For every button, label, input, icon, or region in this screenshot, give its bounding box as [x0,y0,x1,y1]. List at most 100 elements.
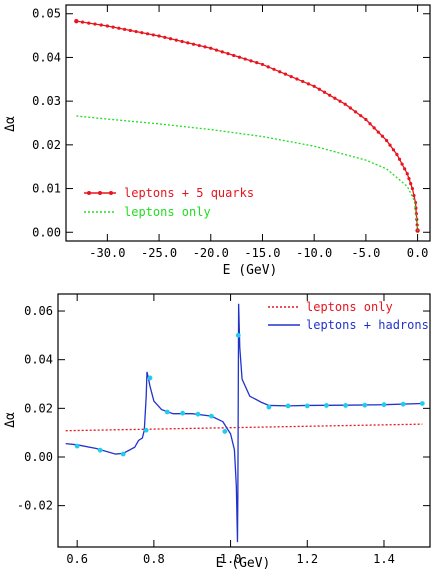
bottom-ticks: 0.6 0.8 1.0 1.2 1.4 -0.02 0.00 0.02 0.04 0.06 [17,294,430,566]
bottom-data-point [195,411,201,417]
top-series-point-0 [317,87,321,91]
top-series-point-0 [99,23,103,27]
top-series-point-0 [122,27,127,31]
top-series-point-0 [266,65,270,69]
top-series-point-0 [410,186,415,191]
bottom-legend-label-1: leptons + hadrons [306,318,429,332]
top-series-point-0 [255,61,259,65]
top-ytick-label: 0.04 [32,50,61,64]
top-series-point-0 [197,43,201,48]
bottom-data-point [120,451,126,457]
top-xtick-label: -15.0 [244,246,280,260]
top-yaxis-label: Δα [3,116,18,132]
bottom-data-point [419,401,425,406]
top-series-point-0 [295,77,299,81]
top-series-point-0 [415,223,419,227]
top-ytick-label: 0.03 [32,94,61,108]
top-xtick-label: -5.0 [351,246,380,260]
top-legend-label-0: leptons + 5 quarks [124,186,254,200]
top-series [74,18,420,233]
bottom-yaxis-label: Δα [3,412,18,428]
top-xaxis-label: E (GeV) [223,263,278,278]
top-series-point-0 [353,110,358,114]
bottom-xtick-label: 0.8 [143,552,165,566]
bottom-legend-label-0: leptons only [306,300,393,314]
bottom-data-point [147,375,153,381]
top-legend: leptons + 5 quarks leptons only [84,186,254,219]
bottom-series [65,303,425,543]
bottom-legend: leptons only leptons + hadrons [268,300,429,332]
top-series-point-0 [272,67,276,71]
bottom-data-point [381,402,387,408]
top-series-point-0 [301,79,305,84]
top-series-point-0 [105,24,109,28]
bottom-data-point [362,402,368,408]
top-series-point-0 [338,99,342,103]
bottom-data-point [285,403,291,409]
top-series-point-0 [359,114,363,118]
top-series-point-0 [400,162,404,166]
top-series-point-0 [249,59,253,63]
bottom-data-point [400,401,406,407]
bottom-data-point [97,447,103,453]
top-series-point-0 [80,20,85,24]
top-ticks: -30.0 -25.0 -20.0 -15.0 -10.0 -5.0 0.0 0.00 0.01… [32,5,430,260]
top-series-point-0 [289,74,293,79]
bottom-ytick-label: 0.02 [24,401,53,415]
bottom-ytick-label: 0.06 [24,304,53,318]
bottom-data-point [235,332,241,338]
top-series-point-0 [403,167,407,171]
top-series-point-0 [180,39,184,44]
bottom-chart: 0.6 0.8 1.0 1.2 1.4 -0.02 0.00 0.02 0.04 0.06 E (… [3,293,431,571]
bottom-xtick-label: 1.2 [296,552,318,566]
top-series-point-0 [214,48,219,52]
top-ytick-label: 0.02 [32,138,61,152]
top-series-point-0 [415,228,420,233]
top-legend-marker-0b [98,191,102,195]
top-series-point-0 [111,25,115,29]
top-series-point-0 [140,31,144,35]
bottom-data-point [74,443,80,449]
top-series-point-0 [87,21,91,25]
top-series-point-0 [174,38,178,42]
top-series-point-0 [134,29,138,34]
top-legend-marker-0c [109,191,113,195]
top-series-point-0 [186,41,190,45]
top-series-point-0 [260,62,265,67]
top-series-point-0 [157,34,161,38]
top-series-point-0 [376,130,380,134]
top-series-point-0 [322,90,327,94]
top-series-point-0 [209,46,213,50]
top-series-point-0 [372,126,376,130]
top-ytick-label: 0.00 [32,225,61,239]
top-xtick-label: -20.0 [193,246,229,260]
bottom-data-point [143,427,149,433]
top-series-point-0 [368,122,372,126]
bottom-data-point [324,403,329,408]
top-series-point-0 [237,55,242,59]
top-series-point-0 [405,172,409,176]
top-series-point-0 [203,45,207,49]
top-series-point-0 [397,157,402,161]
top-series-point-0 [226,52,230,56]
top-series-point-0 [151,33,155,37]
top-series-point-0 [412,193,416,198]
top-plot-frame [65,4,431,242]
top-series-point-0 [74,18,79,24]
top-series-point-0 [380,134,385,138]
top-series-point-0 [364,117,368,122]
top-series-point-0 [117,26,121,30]
top-series-point-0 [283,72,288,76]
bottom-data-point [180,410,186,416]
top-series-point-0 [391,148,396,152]
top-series-point-0 [343,102,347,106]
bottom-data-point [266,404,272,410]
top-ytick-label: 0.01 [32,182,61,196]
bottom-data-point [209,413,214,419]
bottom-xtick-label: 1.4 [373,552,395,566]
top-series-point-0 [191,42,196,46]
top-series-point-0 [220,50,224,54]
top-series-point-0 [232,53,236,58]
